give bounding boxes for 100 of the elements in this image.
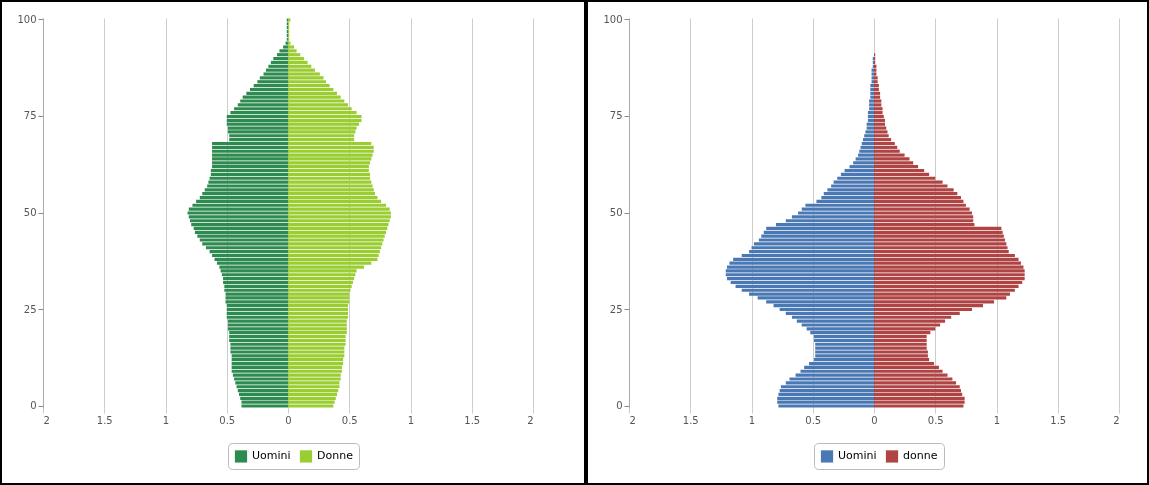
x-tick-label: 0 [871, 414, 878, 426]
bar [221, 273, 288, 277]
bar [288, 284, 352, 288]
bar [288, 199, 382, 203]
bar [874, 331, 931, 335]
bar [866, 126, 874, 130]
bar [862, 138, 874, 142]
x-tick-label: 1.5 [96, 414, 113, 426]
bar [188, 215, 288, 219]
bar [288, 377, 341, 381]
bar [874, 145, 898, 149]
bar [288, 60, 308, 65]
bar [869, 99, 874, 103]
bar [288, 157, 372, 161]
bar [870, 95, 874, 99]
bar [288, 49, 297, 53]
bar [288, 292, 350, 296]
x-tick-label: 2 [1113, 414, 1120, 426]
bar [192, 203, 288, 207]
bar [227, 126, 288, 130]
bar [874, 246, 1008, 250]
bar [874, 257, 1019, 261]
bar [874, 107, 883, 111]
bar [219, 265, 288, 269]
bar [241, 404, 288, 408]
bar [288, 103, 349, 107]
bar [874, 288, 1015, 292]
bar [874, 392, 963, 397]
bar [225, 300, 288, 304]
bar [263, 72, 288, 76]
bar [288, 149, 374, 153]
bar [240, 99, 288, 103]
bar [288, 288, 351, 292]
bar [288, 165, 369, 169]
bar [813, 358, 874, 362]
bar [874, 195, 961, 200]
bar [729, 261, 874, 265]
bar [874, 389, 961, 393]
bar [874, 203, 966, 207]
bar [779, 389, 874, 393]
bar [226, 114, 288, 119]
bar [874, 280, 1023, 285]
bar [874, 130, 888, 134]
bar [796, 319, 874, 323]
bar [874, 400, 965, 404]
bar [231, 358, 288, 362]
bar [288, 334, 346, 339]
bar [840, 172, 874, 176]
bar [874, 76, 878, 80]
bar [288, 215, 391, 219]
bar [212, 165, 288, 169]
bar [288, 172, 371, 176]
bar [212, 253, 288, 258]
bar [226, 304, 288, 308]
bar [288, 176, 371, 180]
bar [874, 192, 958, 196]
bar [874, 118, 886, 122]
x-tick-label: 0.5 [927, 414, 944, 426]
bar [853, 161, 874, 165]
bar [225, 292, 288, 296]
bar [864, 134, 874, 138]
bar [874, 377, 953, 381]
bar [210, 172, 288, 176]
bar [874, 91, 881, 95]
bar [804, 365, 874, 370]
bar [801, 207, 874, 211]
bar [288, 250, 380, 254]
bar [800, 369, 874, 373]
bar [874, 199, 964, 203]
bar [874, 111, 883, 115]
bar [288, 369, 342, 373]
bar [766, 226, 874, 231]
bar [874, 168, 925, 173]
legend-label: Donne [317, 449, 354, 463]
bar [237, 389, 288, 393]
bar [288, 203, 386, 207]
bar [288, 273, 356, 277]
y-tick-label: 0 [616, 400, 623, 412]
bar [212, 145, 288, 149]
bar [225, 296, 288, 300]
bar [874, 365, 939, 370]
bar [230, 346, 288, 350]
bar [288, 373, 341, 377]
bar [733, 257, 874, 261]
bar [763, 230, 874, 234]
bar [226, 315, 288, 319]
bar [224, 288, 288, 292]
bar [810, 331, 874, 335]
bar [874, 269, 1025, 273]
bar [268, 64, 288, 68]
bar [867, 118, 874, 122]
bar [758, 238, 874, 242]
bar [806, 327, 874, 331]
y-tick-label: 50 [609, 207, 623, 218]
x-tick-label: 0.5 [805, 414, 822, 426]
bar [288, 304, 349, 308]
bar [288, 396, 336, 400]
bar [288, 385, 340, 389]
bar [761, 234, 874, 238]
bar [288, 315, 349, 319]
